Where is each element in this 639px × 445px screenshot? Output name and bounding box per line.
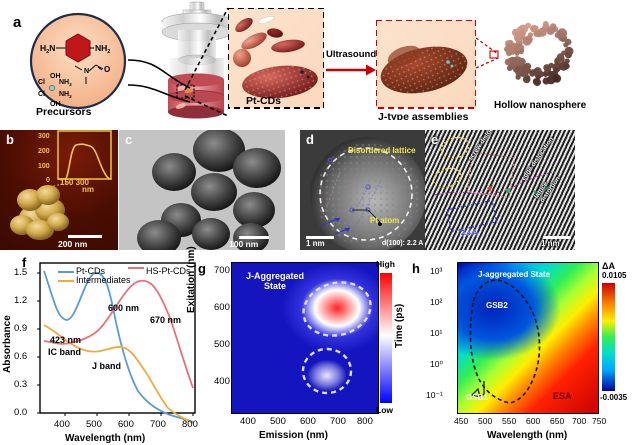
svg-text:Cl: Cl — [38, 91, 45, 98]
svg-text:200: 200 — [38, 148, 50, 155]
svg-text:Pt-CDs: Pt-CDs — [246, 95, 281, 107]
svg-text:0: 0 — [46, 177, 50, 182]
svg-text:N: N — [84, 68, 89, 75]
svg-text:100: 100 — [38, 163, 50, 170]
svg-text:300: 300 — [38, 133, 50, 140]
svg-text:Cl: Cl — [38, 79, 45, 86]
svg-text:J-type assemblies: J-type assemblies — [378, 111, 469, 120]
svg-text:O: O — [104, 65, 110, 74]
